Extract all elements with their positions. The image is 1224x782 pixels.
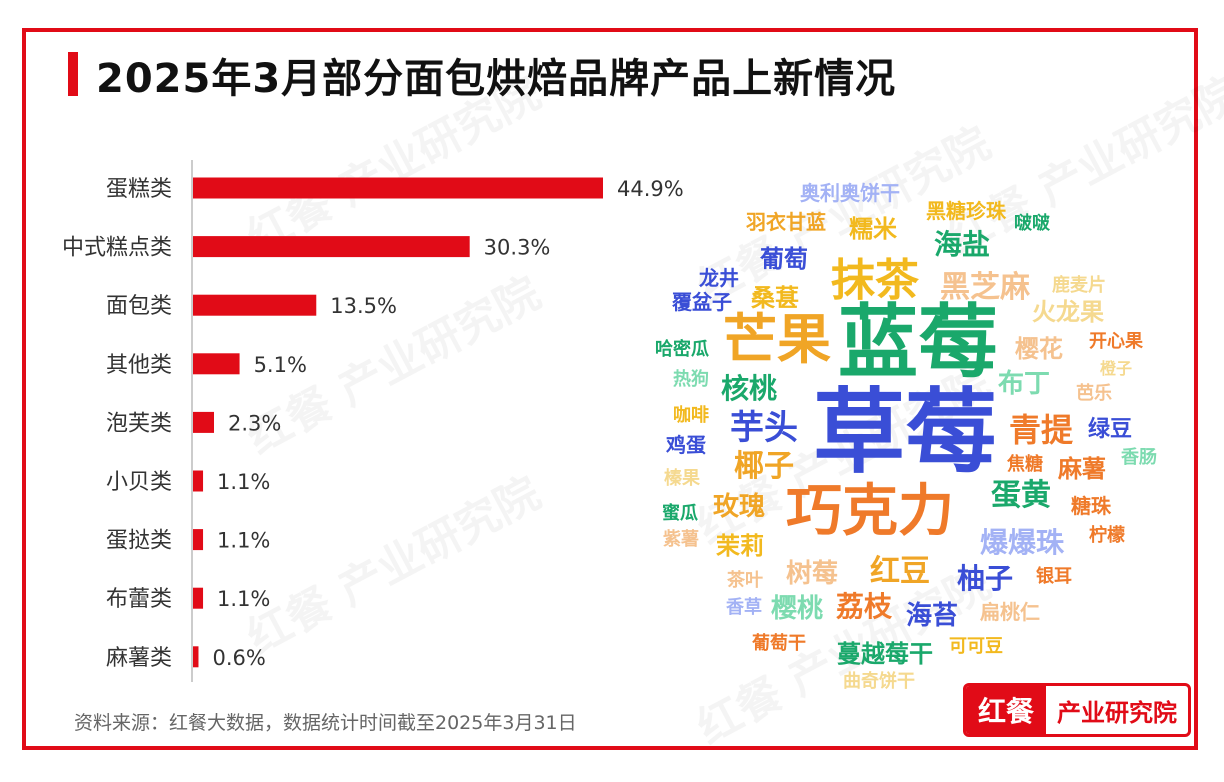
word-cloud-term: 橙子 bbox=[1099, 359, 1133, 378]
word-cloud-term: 绿豆 bbox=[1087, 417, 1133, 442]
source-note: 资料来源：红餐大数据，数据统计时间截至2025年3月31日 bbox=[74, 712, 577, 734]
word-cloud-term: 糖珠 bbox=[1071, 494, 1111, 518]
category-label: 其他类 bbox=[106, 353, 172, 378]
word-cloud-term: 芒果 bbox=[723, 308, 831, 371]
word-cloud-term: 柠檬 bbox=[1089, 525, 1125, 546]
category-label: 中式糕点类 bbox=[62, 236, 172, 261]
bar-5 bbox=[193, 470, 204, 492]
word-cloud-term: 芋头 bbox=[730, 408, 798, 448]
bar-8 bbox=[193, 646, 199, 668]
word-cloud-term: 荔枝 bbox=[835, 590, 893, 623]
word-cloud-term: 蔓越莓干 bbox=[837, 640, 933, 668]
word-cloud-term: 海盐 bbox=[933, 228, 991, 261]
word-cloud-term: 椰子 bbox=[734, 449, 794, 484]
word-cloud-term: 葡萄干 bbox=[752, 633, 806, 654]
word-cloud-term: 覆盆子 bbox=[672, 290, 732, 314]
word-cloud-term: 龙井 bbox=[699, 266, 739, 290]
word-cloud-term: 紫薯 bbox=[663, 529, 699, 550]
chart-title: 2025年3月部分面包烘焙品牌产品上新情况 bbox=[96, 56, 897, 102]
word-cloud-term: 爆爆珠 bbox=[979, 526, 1065, 559]
word-cloud-term: 布丁 bbox=[997, 369, 1051, 399]
word-cloud-term: 抹茶 bbox=[831, 255, 919, 306]
value-label: 0.6% bbox=[212, 646, 265, 670]
logo-right-text: 产业研究院 bbox=[1057, 698, 1177, 727]
value-label: 1.1% bbox=[217, 587, 270, 611]
word-cloud-term: 树莓 bbox=[785, 559, 839, 589]
category-label: 麻薯类 bbox=[106, 646, 172, 671]
word-cloud-term: 麻薯 bbox=[1058, 455, 1106, 483]
word-cloud-term: 茶叶 bbox=[727, 570, 763, 591]
word-cloud-term: 曲奇饼干 bbox=[843, 671, 915, 692]
bar-4 bbox=[193, 411, 215, 433]
word-cloud-term: 榛果 bbox=[664, 468, 700, 489]
category-label: 泡芙类 bbox=[106, 411, 172, 436]
category-label: 蛋挞类 bbox=[106, 529, 172, 554]
word-cloud-term: 芭乐 bbox=[1076, 383, 1112, 404]
bar-2 bbox=[193, 294, 317, 316]
word-cloud-term: 羽衣甘蓝 bbox=[746, 210, 826, 234]
word-cloud-term: 扁桃仁 bbox=[980, 600, 1040, 624]
title-accent-bar bbox=[68, 52, 78, 96]
word-cloud-term: 茉莉 bbox=[716, 532, 764, 560]
word-cloud-term: 银耳 bbox=[1036, 566, 1072, 587]
word-cloud-term: 柚子 bbox=[956, 562, 1014, 595]
word-cloud-term: 海苔 bbox=[905, 601, 959, 631]
word-cloud-term: 开心果 bbox=[1089, 331, 1143, 352]
word-cloud-term: 啵啵 bbox=[1014, 213, 1050, 234]
word-cloud-term: 黑糖珍珠 bbox=[926, 199, 1006, 223]
logo-left-text: 红餐 bbox=[966, 686, 1046, 734]
word-cloud-term: 红豆 bbox=[870, 554, 930, 589]
category-label: 布蕾类 bbox=[106, 587, 172, 612]
value-label: 30.3% bbox=[484, 236, 551, 260]
word-cloud-term: 黑芝麻 bbox=[940, 270, 1030, 305]
word-cloud-term: 葡萄 bbox=[760, 245, 808, 273]
value-label: 13.5% bbox=[330, 294, 397, 318]
word-cloud-term: 奥利奥饼干 bbox=[800, 181, 900, 205]
word-cloud-term: 青提 bbox=[1008, 411, 1074, 449]
word-cloud-term: 草莓 bbox=[812, 379, 998, 486]
word-cloud-term: 樱桃 bbox=[770, 594, 824, 624]
bar-3 bbox=[193, 353, 240, 375]
word-cloud-term: 香肠 bbox=[1121, 447, 1157, 468]
word-cloud-term: 核桃 bbox=[720, 372, 778, 405]
word-cloud-term: 哈密瓜 bbox=[655, 339, 709, 360]
bar-0 bbox=[193, 177, 603, 199]
word-cloud-term: 鹿麦片 bbox=[1052, 275, 1106, 296]
category-label: 面包类 bbox=[106, 294, 172, 319]
brand-logo: 红餐 产业研究院 bbox=[963, 683, 1191, 737]
word-cloud-term: 巧克力 bbox=[786, 479, 954, 544]
chart-frame bbox=[22, 28, 1198, 750]
word-cloud-term: 火龙果 bbox=[1032, 298, 1104, 326]
word-cloud-term: 热狗 bbox=[673, 369, 709, 390]
word-cloud-term: 鸡蛋 bbox=[666, 433, 706, 457]
category-label: 蛋糕类 bbox=[106, 177, 172, 202]
category-label: 小贝类 bbox=[106, 470, 172, 495]
word-cloud-term: 玫瑰 bbox=[712, 492, 766, 522]
value-label: 1.1% bbox=[217, 529, 270, 553]
word-cloud-term: 樱花 bbox=[1015, 335, 1063, 363]
word-cloud-term: 咖啡 bbox=[673, 405, 709, 426]
bar-1 bbox=[193, 236, 470, 258]
word-cloud-term: 桑葚 bbox=[751, 284, 799, 312]
word-cloud-term: 焦糖 bbox=[1007, 454, 1043, 475]
value-label: 44.9% bbox=[617, 177, 684, 201]
word-cloud-term: 蜜瓜 bbox=[662, 503, 698, 524]
word-cloud-term: 糯米 bbox=[849, 215, 897, 243]
word-cloud-term: 蓝莓 bbox=[838, 296, 998, 389]
bar-7 bbox=[193, 587, 204, 609]
bar-6 bbox=[193, 529, 204, 551]
word-cloud-term: 香草 bbox=[726, 597, 762, 618]
value-label: 5.1% bbox=[254, 353, 307, 377]
value-label: 1.1% bbox=[217, 470, 270, 494]
value-label: 2.3% bbox=[228, 411, 281, 435]
word-cloud-term: 可可豆 bbox=[949, 636, 1003, 657]
word-cloud-term: 蛋黄 bbox=[991, 478, 1051, 513]
